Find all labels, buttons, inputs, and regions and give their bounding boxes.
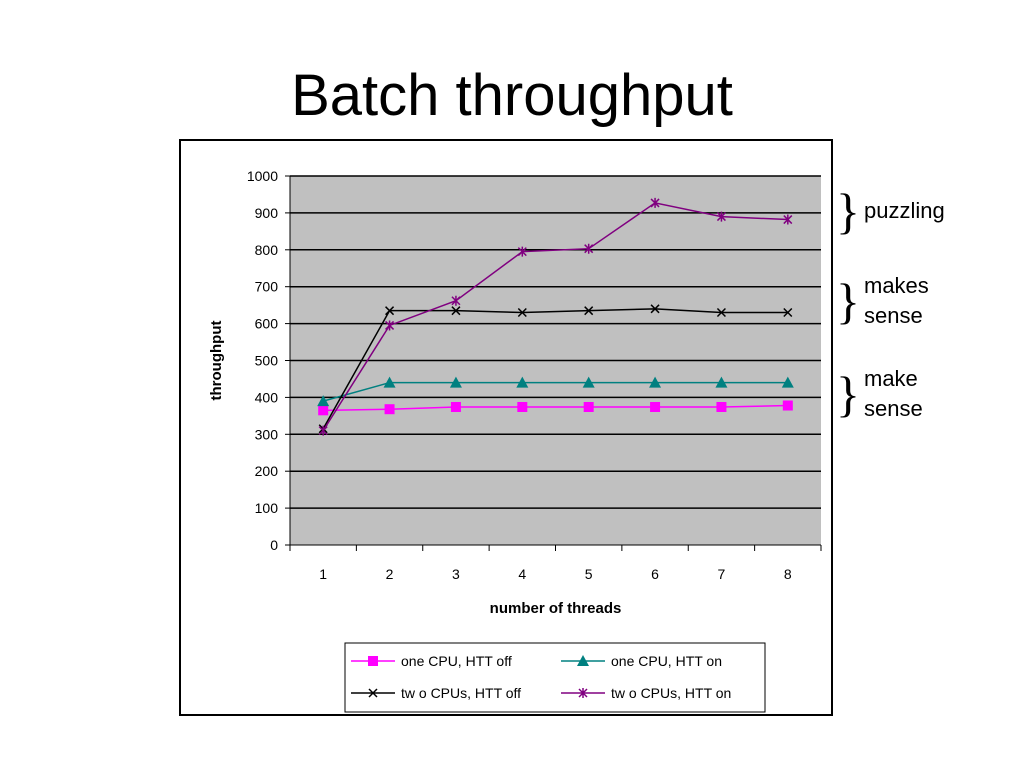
slide-title: Batch throughput [291,63,733,128]
data-point [715,376,728,388]
data-point [517,246,527,257]
data-point [317,395,330,407]
y-tick-labels: 0 100 200 300 400 500 600 700 800 900 1000 [247,168,290,553]
y-tick-label: 0 [270,537,278,553]
data-point [650,401,661,412]
data-point [318,405,329,416]
annotation-make-sense: } make sense [836,364,923,424]
y-tick-label: 800 [255,242,279,258]
legend-item: one CPU, HTT off [351,653,512,669]
annotation-text: makes sense [864,273,929,329]
legend: one CPU, HTT off one CPU, HTT on tw o CPUs… [344,642,766,713]
x-tick-label: 1 [319,566,327,582]
series-4 [318,197,793,436]
brace-icon: } [836,365,860,422]
data-point [318,425,328,436]
data-point [781,376,794,388]
series-line [322,381,788,402]
legend-label: tw o CPUs, HTT off [401,685,521,701]
chart-frame: 0 100 200 300 400 500 600 700 800 900 1000 1 2 3 4 5 6 7… [179,139,833,716]
series-line [322,202,788,432]
x-tick-label: 8 [784,566,792,582]
data-point [583,401,594,412]
y-tick-label: 600 [255,316,279,332]
annotation-makes-sense: } makes sense [836,271,929,331]
annotation-text: puzzling [864,197,945,223]
legend-marker [577,655,589,666]
data-point [650,304,660,314]
chart-svg: 0 100 200 300 400 500 600 700 800 900 1000 1 2 3 4 5 6 7… [208,168,822,713]
data-point [451,295,461,306]
data-point [451,306,461,316]
x-tick-label: 2 [386,566,394,582]
x-tick-label: 7 [718,566,726,582]
data-point [517,401,528,412]
data-point [516,376,529,388]
y-tick-label: 500 [255,353,279,369]
x-axis-label: number of threads [490,600,622,617]
legend-item: one CPU, HTT on [561,653,722,669]
y-tick-label: 300 [255,426,279,442]
legend-label: tw o CPUs, HTT on [611,685,731,701]
legend-item: tw o CPUs, HTT off [351,685,521,701]
legend-label: one CPU, HTT off [401,653,512,669]
data-point [584,243,594,254]
data-point [449,376,462,388]
brace-icon: } [836,182,860,239]
data-point [383,376,396,388]
data-point [783,307,793,318]
legend-marker [368,688,378,698]
brace-icon: } [836,273,860,330]
annotation-text: make sense [864,365,923,421]
data-point [584,306,594,316]
data-point [450,401,461,412]
x-tick-label: 3 [452,566,460,582]
data-point [716,401,727,412]
y-tick-label: 900 [255,205,279,221]
legend-item: tw o CPUs, HTT on [561,685,731,701]
x-tick-label: 6 [651,566,659,582]
y-tick-label: 1000 [247,168,278,184]
legend-marker [368,656,378,666]
x-tick-label: 4 [518,566,526,582]
data-point [782,400,793,411]
x-tick-labels: 1 2 3 4 5 6 7 8 [289,545,822,582]
series-1 [318,400,793,416]
data-point [385,306,395,316]
y-axis-label: throughput [208,321,225,401]
y-tick-label: 700 [255,279,279,295]
legend-marker [578,688,588,698]
data-point [650,197,660,208]
series-line [322,308,788,430]
legend-box [344,642,766,713]
data-point [649,376,662,388]
data-point [716,211,726,222]
data-point [783,214,793,225]
legend-label: one CPU, HTT on [611,653,722,669]
y-tick-label: 200 [255,463,279,479]
grid-lines [290,175,821,509]
x-tick-label: 5 [585,566,593,582]
y-tick-label: 400 [255,389,279,405]
series-group [317,197,794,436]
series-2 [317,376,794,407]
data-point [716,307,726,318]
data-point [517,307,527,318]
data-point [385,320,395,331]
data-point [582,376,595,388]
y-tick-label: 100 [255,500,279,516]
data-point [384,404,395,415]
annotation-puzzling: } puzzling [836,181,945,241]
series-line [323,404,788,412]
